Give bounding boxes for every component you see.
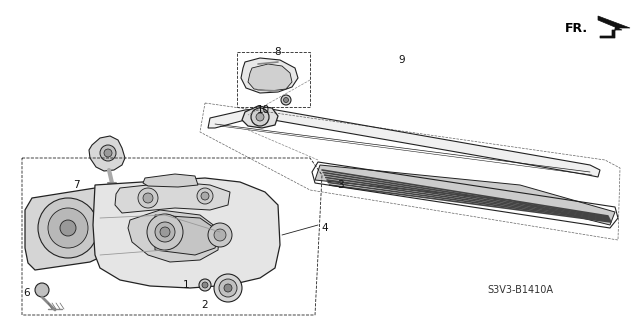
Polygon shape [143,174,198,187]
Circle shape [284,98,289,102]
Polygon shape [128,210,220,262]
Circle shape [219,279,237,297]
Circle shape [224,284,232,292]
Text: 1: 1 [182,280,189,290]
Polygon shape [248,64,292,91]
Circle shape [147,214,183,250]
Text: 4: 4 [322,223,328,233]
Text: FR.: FR. [565,22,588,35]
Polygon shape [155,215,220,255]
Circle shape [281,95,291,105]
Polygon shape [598,16,630,38]
Circle shape [251,108,269,126]
Polygon shape [242,106,278,128]
Polygon shape [208,108,600,177]
Circle shape [201,192,209,200]
Text: 8: 8 [275,47,282,57]
Circle shape [199,279,211,291]
Circle shape [104,149,112,157]
Circle shape [35,283,49,297]
Polygon shape [25,188,108,270]
Circle shape [160,227,170,237]
Text: 3: 3 [337,180,343,190]
Circle shape [197,188,213,204]
Circle shape [214,274,242,302]
Text: 6: 6 [24,288,30,298]
Polygon shape [315,165,615,225]
Circle shape [214,229,226,241]
Circle shape [143,193,153,203]
Text: S3V3-B1410A: S3V3-B1410A [487,285,553,295]
Circle shape [256,113,264,121]
Text: 10: 10 [257,105,269,115]
Circle shape [138,188,158,208]
Polygon shape [89,136,125,171]
Text: 7: 7 [73,180,79,190]
Circle shape [202,282,208,288]
Circle shape [48,208,88,248]
Circle shape [155,222,175,242]
Circle shape [208,223,232,247]
Polygon shape [241,58,298,93]
Polygon shape [115,182,230,213]
Text: 9: 9 [399,55,405,65]
Circle shape [100,145,116,161]
Circle shape [38,198,98,258]
Polygon shape [93,178,280,288]
Circle shape [60,220,76,236]
Text: 2: 2 [202,300,208,310]
